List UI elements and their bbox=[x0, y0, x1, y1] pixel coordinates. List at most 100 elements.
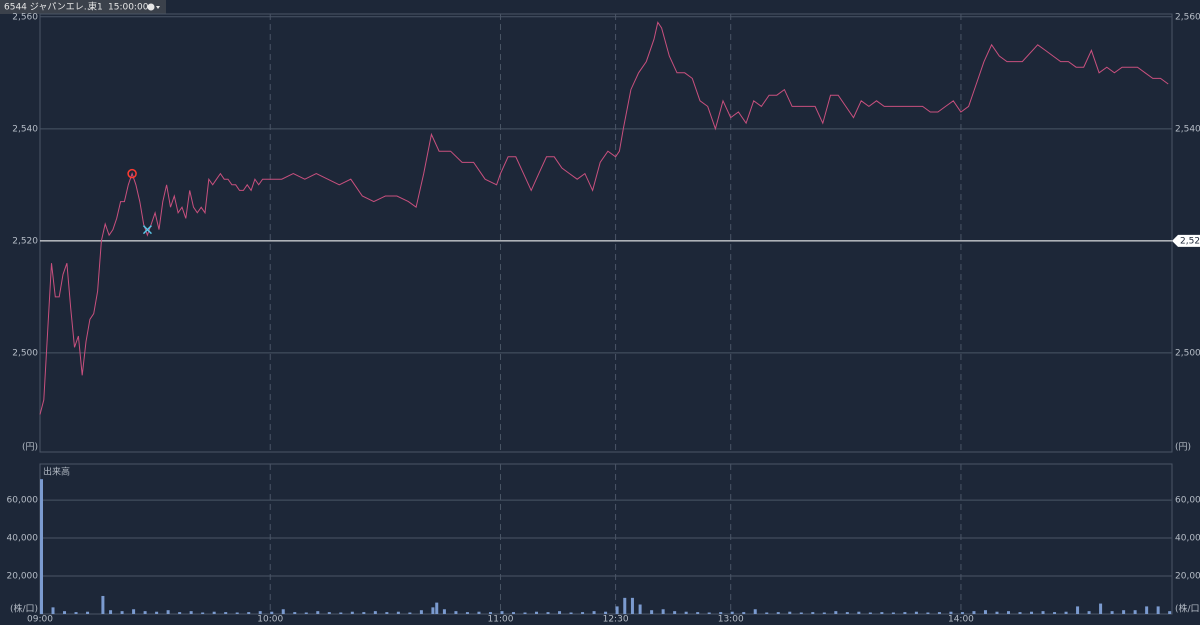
panel-frame bbox=[39, 13, 1173, 453]
volume-bar bbox=[535, 611, 539, 614]
volume-bar bbox=[623, 597, 627, 614]
y-tick-label-right: 20,000 bbox=[1175, 572, 1200, 582]
volume-bar bbox=[155, 611, 159, 614]
market: 東1 bbox=[88, 1, 103, 13]
y-tick-label: 20,000 bbox=[7, 572, 39, 582]
volume-bar bbox=[488, 612, 492, 614]
volume-bar bbox=[650, 610, 654, 614]
volume-bar bbox=[1110, 611, 1114, 614]
volume-bar bbox=[581, 612, 585, 614]
volume-bar bbox=[857, 611, 861, 614]
info-icon[interactable] bbox=[147, 3, 155, 11]
unit-label-right: (円) bbox=[1175, 442, 1191, 453]
volume-bar bbox=[74, 612, 78, 614]
volume-bar bbox=[730, 611, 734, 614]
volume-bar bbox=[753, 609, 757, 614]
volume-bar bbox=[972, 611, 976, 614]
volume-bar bbox=[811, 612, 815, 614]
x-tick-label: 11:00 bbox=[488, 615, 514, 625]
volume-bar bbox=[546, 612, 550, 614]
volume-bar bbox=[765, 612, 769, 614]
volume-bar bbox=[143, 611, 147, 614]
volume-bar bbox=[1099, 603, 1103, 614]
y-tick-label: 40,000 bbox=[7, 534, 39, 544]
volume-bar bbox=[523, 612, 527, 614]
volume-bar bbox=[799, 612, 803, 614]
y-tick-label: 2,560 bbox=[12, 12, 38, 22]
volume-bar bbox=[396, 611, 400, 614]
volume-bar bbox=[201, 612, 205, 614]
volume-bar bbox=[891, 612, 895, 614]
volume-bar bbox=[408, 612, 412, 614]
volume-bar bbox=[132, 609, 136, 614]
volume-bar bbox=[86, 611, 90, 614]
volume-bar bbox=[1145, 606, 1149, 614]
volume-bar bbox=[258, 611, 262, 614]
volume-bar bbox=[615, 606, 619, 614]
x-tick-label: 10:00 bbox=[257, 615, 283, 625]
volume-bar bbox=[903, 612, 907, 614]
volume-bar bbox=[435, 602, 439, 614]
volume-bar bbox=[235, 612, 239, 614]
volume-bar bbox=[834, 611, 838, 614]
volume-bar bbox=[1133, 610, 1137, 614]
volume-bar bbox=[673, 611, 677, 614]
volume-bar bbox=[949, 611, 953, 614]
volume-bar bbox=[937, 612, 941, 614]
volume-bar bbox=[914, 611, 918, 614]
volume-bar bbox=[166, 610, 170, 614]
volume-bar bbox=[696, 612, 700, 614]
y-tick-label: 60,000 bbox=[7, 496, 39, 506]
volume-bar bbox=[189, 611, 193, 614]
x-tick-label: 09:00 bbox=[27, 615, 53, 625]
volume-bar bbox=[120, 611, 124, 614]
volume-bar bbox=[477, 611, 481, 614]
volume-bar bbox=[638, 604, 642, 614]
volume-bar bbox=[40, 479, 43, 614]
volume-bar bbox=[926, 612, 930, 614]
y-tick-label-right: 2,560 bbox=[1175, 12, 1200, 22]
volume-bar bbox=[719, 612, 723, 614]
volume-bar bbox=[845, 612, 849, 614]
header-bar bbox=[0, 0, 166, 14]
volume-bar bbox=[604, 611, 608, 614]
volume-bar bbox=[1006, 611, 1010, 614]
volume-bar bbox=[212, 611, 216, 614]
volume-bar bbox=[293, 612, 297, 614]
volume-bar bbox=[995, 611, 999, 614]
volume-bar bbox=[465, 612, 469, 614]
volume-bar bbox=[373, 611, 377, 614]
volume-bar bbox=[109, 610, 113, 614]
volume-bar bbox=[569, 612, 573, 614]
y-tick-label-right: 60,000 bbox=[1175, 496, 1200, 506]
unit-label-right: (株/口) bbox=[1175, 603, 1200, 615]
volume-bar bbox=[316, 611, 320, 614]
volume-bar bbox=[1064, 611, 1068, 614]
reference-tag bbox=[1172, 234, 1200, 247]
volume-bar bbox=[281, 609, 285, 614]
volume-bar bbox=[1122, 610, 1126, 614]
volume-bar bbox=[511, 612, 515, 614]
x-tick-label: 12:30 bbox=[603, 615, 629, 625]
dropdown-icon[interactable] bbox=[156, 6, 160, 9]
volume-bar bbox=[247, 612, 251, 614]
volume-bar bbox=[350, 611, 354, 614]
volume-bar bbox=[983, 610, 987, 614]
volume-bar bbox=[500, 611, 504, 614]
panel-title: 出来高 bbox=[43, 466, 70, 478]
y-tick-label: 2,540 bbox=[12, 124, 38, 134]
y-tick-label-right: 2,500 bbox=[1175, 348, 1200, 358]
volume-bar bbox=[822, 612, 826, 614]
volume-bar bbox=[1156, 606, 1160, 614]
volume-bar bbox=[684, 611, 688, 614]
x-tick-label: 14:00 bbox=[948, 615, 974, 625]
volume-bar bbox=[868, 612, 872, 614]
volume-bar bbox=[630, 597, 634, 614]
volume-bar bbox=[1053, 612, 1057, 614]
volume-bar bbox=[1018, 612, 1022, 614]
volume-bar bbox=[442, 609, 446, 614]
volume-bar bbox=[1076, 606, 1080, 614]
volume-bar bbox=[1030, 611, 1034, 614]
volume-bar bbox=[880, 612, 884, 614]
